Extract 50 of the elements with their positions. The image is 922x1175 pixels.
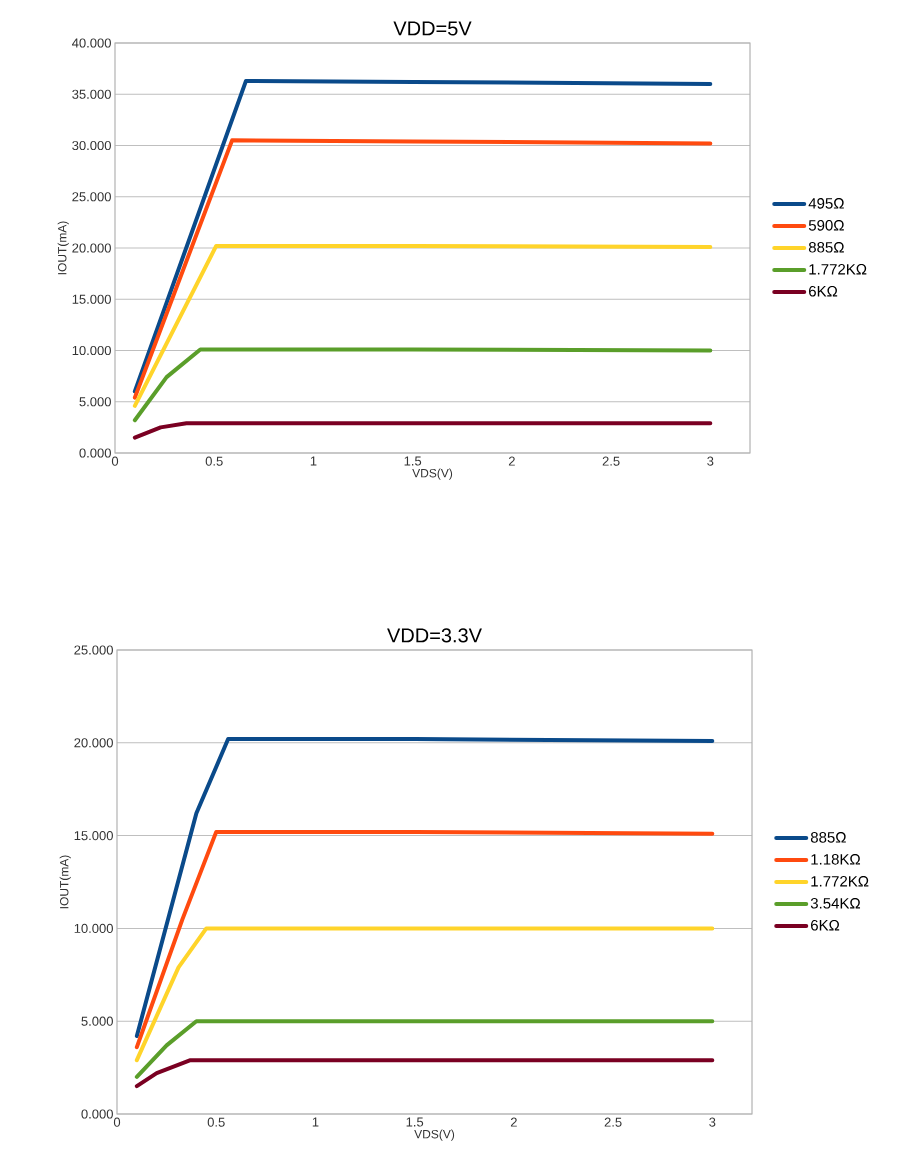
- legend-label: 885Ω: [810, 832, 846, 843]
- line-series: [132, 347, 713, 423]
- y-tick-label: 35.000: [72, 89, 111, 99]
- x-axis-title: VDS(V): [414, 1129, 455, 1141]
- x-tick-label: 2: [510, 1117, 517, 1127]
- x-tick-label: 1: [310, 456, 317, 466]
- x-tick-label: 0.5: [205, 456, 223, 466]
- x-tick-label: 0.5: [207, 1117, 225, 1127]
- y-tick-label: 20.000: [74, 738, 113, 748]
- x-tick-label: 0: [113, 1117, 121, 1127]
- y-tick-label: 0.000: [79, 448, 111, 458]
- legend-label: 590Ω: [808, 220, 844, 231]
- y-axis-title: IOUT(mA): [59, 855, 71, 909]
- x-axis-title: VDS(V): [412, 468, 453, 480]
- line-series: [132, 78, 713, 394]
- legend-label: 6KΩ: [811, 919, 840, 931]
- legend-label: 495Ω: [808, 198, 844, 209]
- chart-title: VDD=5V: [393, 21, 472, 36]
- y-tick-label: 10.000: [74, 923, 113, 933]
- legend-label: 1.772KΩ: [809, 263, 867, 275]
- legend-label: 1.18KΩ: [811, 854, 861, 865]
- line-series: [134, 829, 715, 1050]
- y-tick-label: 5.000: [79, 397, 111, 407]
- y-tick-label: 40.000: [72, 38, 111, 48]
- y-tick-label: 20.000: [72, 243, 111, 253]
- y-tick-label: 15.000: [72, 294, 111, 304]
- x-tick-label: 3: [709, 1117, 716, 1127]
- x-tick-label: 2: [508, 456, 515, 466]
- x-tick-label: 2.5: [604, 1117, 622, 1127]
- x-tick-label: 0: [111, 456, 119, 466]
- y-tick-label: 25.000: [72, 192, 111, 202]
- y-tick-label: 25.000: [74, 645, 113, 655]
- line-series: [132, 138, 713, 400]
- x-tick-label: 2.5: [602, 456, 620, 466]
- legend-label: 3.54KΩ: [810, 897, 861, 909]
- y-tick-label: 0.000: [81, 1109, 113, 1119]
- legend-label: 885Ω: [808, 242, 844, 253]
- x-tick-label: 1: [312, 1117, 319, 1127]
- x-tick-label: 3: [707, 456, 714, 466]
- legend-label: 1.772KΩ: [811, 876, 869, 887]
- y-tick-label: 15.000: [74, 830, 113, 841]
- y-tick-label: 30.000: [72, 140, 111, 151]
- x-tick-label: 1.5: [406, 1117, 424, 1127]
- chart-title: VDD=3.3V: [387, 628, 482, 643]
- y-tick-label: 5.000: [81, 1016, 113, 1026]
- legend-label: 6KΩ: [809, 285, 838, 297]
- line-series: [134, 737, 715, 1039]
- y-tick-label: 10.000: [72, 345, 111, 356]
- x-tick-label: 1.5: [404, 456, 422, 466]
- y-axis-title: IOUT(mA): [57, 221, 69, 275]
